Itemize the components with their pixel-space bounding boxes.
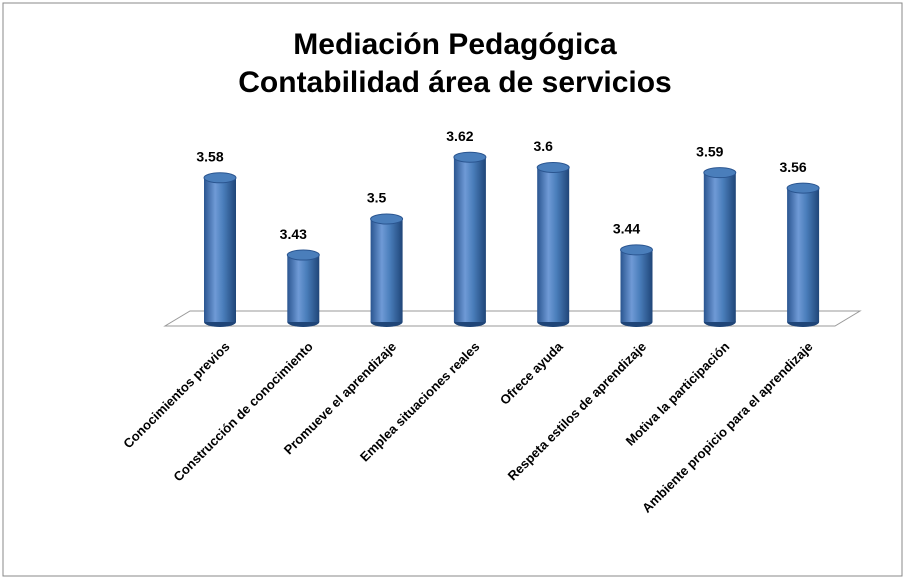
bar xyxy=(370,219,403,322)
value-label: 3.62 xyxy=(446,128,473,144)
bar-top xyxy=(453,151,487,163)
bar-top xyxy=(203,172,237,184)
bar-top xyxy=(536,162,570,173)
bar xyxy=(453,157,486,322)
floor xyxy=(163,310,862,327)
bar xyxy=(287,255,320,322)
bar xyxy=(620,249,653,322)
bar xyxy=(787,188,820,322)
bar-top xyxy=(370,213,404,225)
bar-top xyxy=(620,244,653,256)
value-label: 3.5 xyxy=(367,190,387,206)
value-label: 3.6 xyxy=(533,138,553,154)
bar xyxy=(204,177,236,322)
bar xyxy=(537,167,570,322)
chart-title: Mediación Pedagógica xyxy=(293,28,617,61)
bar-top xyxy=(786,182,820,194)
value-label: 3.59 xyxy=(696,143,723,159)
bar xyxy=(703,172,736,322)
value-label: 3.58 xyxy=(196,149,223,165)
value-label: 3.43 xyxy=(280,226,307,242)
bar-top xyxy=(703,167,737,179)
chart-subtitle: Contabilidad área de servicios xyxy=(238,66,672,99)
bar-top xyxy=(286,249,320,261)
value-label: 3.44 xyxy=(613,221,640,237)
value-label: 3.56 xyxy=(779,159,806,175)
